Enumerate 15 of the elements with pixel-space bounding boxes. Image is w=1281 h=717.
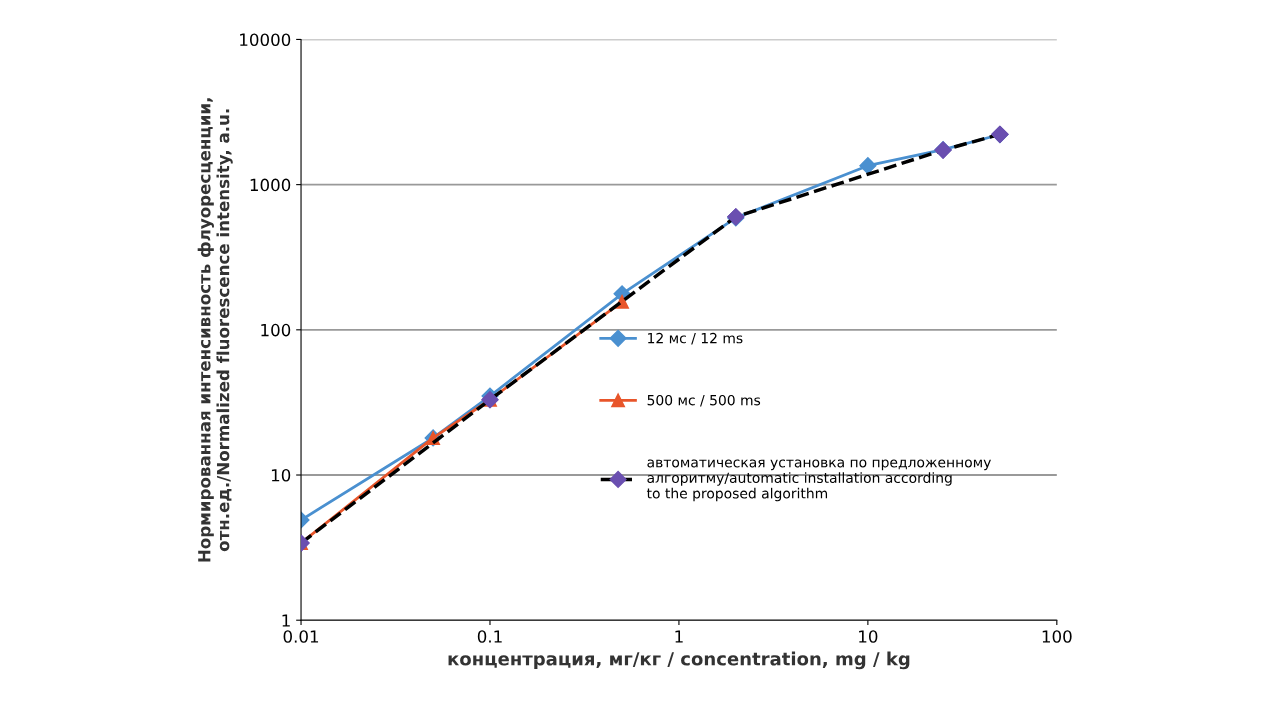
x-tick-label: 10 (859, 630, 878, 643)
y-tick-label: 10000 (240, 33, 291, 46)
y-tick-label: 10 (271, 468, 291, 482)
y-tick-label: 1 (282, 614, 290, 627)
x-tick-label: 1 (675, 630, 683, 643)
y-tick-label: 100 (261, 323, 291, 337)
x-tick-label: 100 (1042, 630, 1072, 643)
x-tick-label: 0.1 (477, 630, 502, 643)
legend-label: автоматическая установка по предложенному алгоритму/automatic installation according to the proposed algorithm (646, 459, 991, 502)
y-tick-label: 1000 (250, 178, 291, 192)
x-tick-label: 0.01 (283, 630, 319, 643)
legend-label: 12 мс / 12 ms (648, 332, 743, 345)
x-axis-title: концентрация, мг/кг / concentration, mg / kg (448, 651, 910, 670)
legend-label: 500 мс / 500 ms (647, 394, 761, 407)
y-axis-title: Нормированная интенсивность флуоресценции, отн.ед./Normalized fluorescence intensity, a.u. (197, 98, 233, 562)
